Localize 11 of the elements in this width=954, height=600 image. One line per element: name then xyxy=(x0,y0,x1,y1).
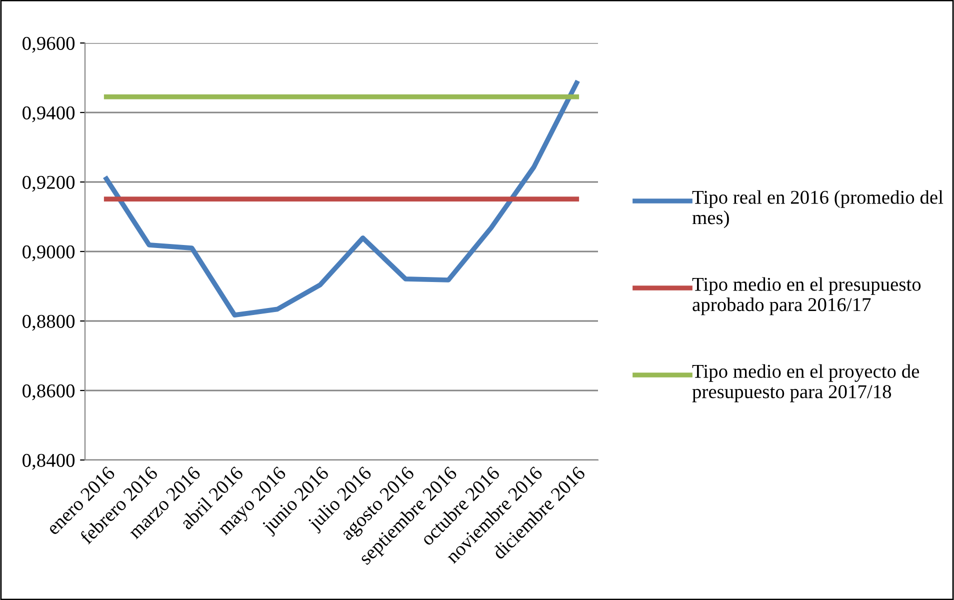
y-tick-label: 0,8600 xyxy=(22,384,75,400)
y-tick-label: 0,9200 xyxy=(22,176,75,192)
legend-label: Tipo medio en el presupuesto aprobado para 2016/17 xyxy=(692,277,921,316)
y-tick-label: 0,8400 xyxy=(22,454,75,470)
legend-label: Tipo real en 2016 (promedio del mes) xyxy=(692,190,944,228)
line-series xyxy=(104,80,580,318)
legend-label: Tipo medio en el proyecto de presupuesto para 2017/18 xyxy=(692,364,920,402)
y-tick-label: 0,9600 xyxy=(22,36,75,53)
y-tick-label: 0,9400 xyxy=(22,106,75,122)
y-tick-label: 0,9000 xyxy=(22,245,75,262)
y-tick-label: 0,8800 xyxy=(22,314,75,331)
